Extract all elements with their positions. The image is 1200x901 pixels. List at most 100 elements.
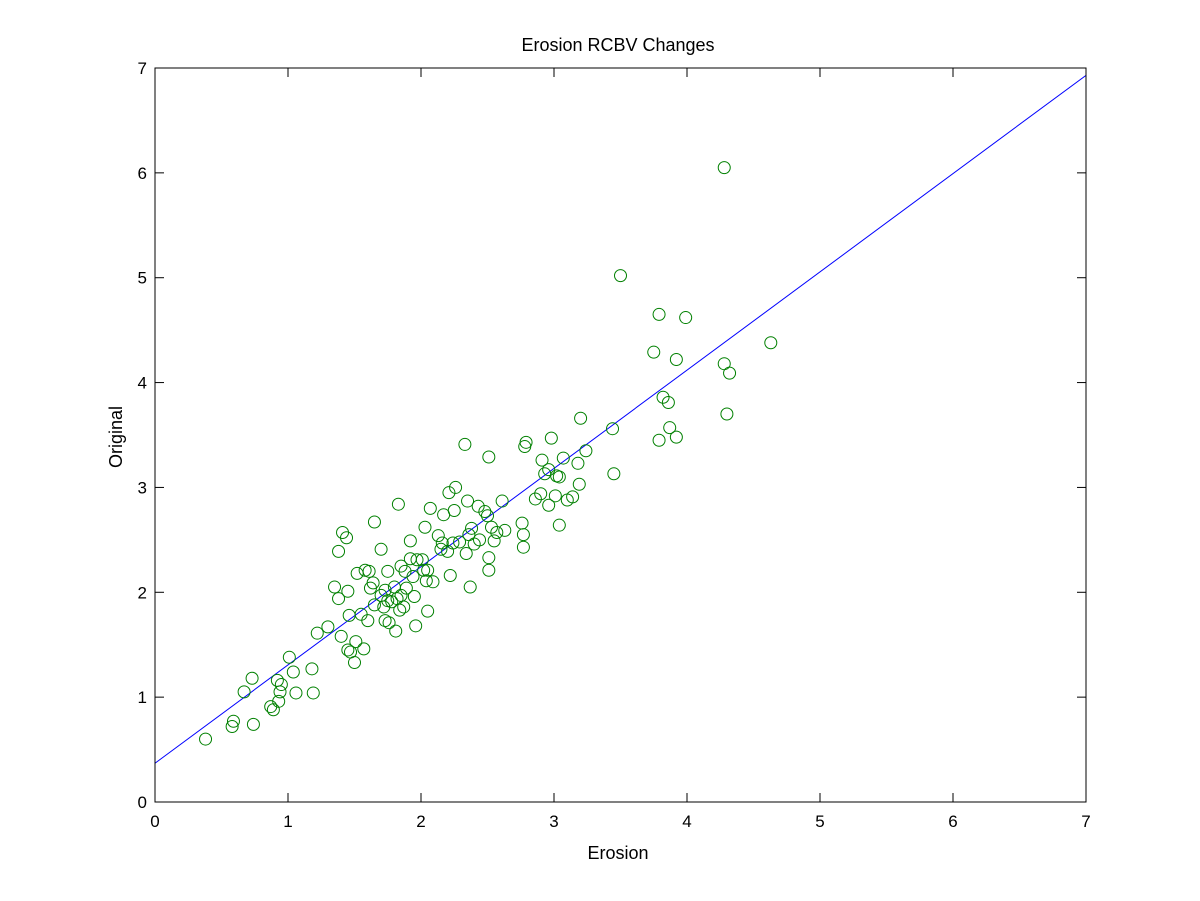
data-point bbox=[246, 717, 260, 731]
data-point bbox=[348, 656, 361, 670]
data-point bbox=[226, 714, 240, 728]
data-point bbox=[534, 487, 548, 501]
data-point bbox=[656, 390, 670, 404]
y-tick-label: 3 bbox=[138, 478, 147, 497]
data-point bbox=[447, 503, 461, 517]
data-point bbox=[332, 544, 346, 558]
data-point bbox=[647, 345, 661, 359]
data-point bbox=[519, 435, 533, 449]
chart-title: Erosion RCBV Changes bbox=[521, 35, 714, 55]
data-point bbox=[663, 421, 677, 435]
data-point bbox=[607, 467, 621, 481]
data-point bbox=[399, 581, 413, 595]
data-point bbox=[391, 497, 405, 511]
data-point bbox=[374, 542, 388, 556]
data-point bbox=[614, 269, 627, 283]
x-axis-title: Erosion bbox=[587, 843, 648, 863]
data-point bbox=[571, 456, 585, 470]
data-point bbox=[542, 498, 556, 512]
data-point bbox=[245, 671, 259, 685]
y-tick-label: 2 bbox=[138, 583, 147, 602]
y-tick-label: 1 bbox=[138, 688, 147, 707]
data-point bbox=[552, 518, 566, 532]
data-point bbox=[535, 453, 549, 467]
x-tick-label: 5 bbox=[815, 812, 824, 831]
data-point bbox=[378, 583, 392, 597]
y-tick-label: 5 bbox=[138, 269, 147, 288]
data-point bbox=[461, 494, 475, 508]
data-point bbox=[463, 580, 477, 594]
data-point bbox=[406, 570, 420, 584]
data-point bbox=[421, 604, 435, 618]
data-point bbox=[482, 563, 496, 577]
data-point bbox=[556, 451, 570, 465]
x-tick-label: 7 bbox=[1081, 812, 1090, 831]
data-point bbox=[442, 486, 456, 500]
data-point bbox=[409, 619, 423, 633]
fit-line bbox=[155, 74, 1086, 764]
data-point bbox=[434, 542, 448, 556]
data-point bbox=[407, 589, 421, 603]
axes bbox=[154, 67, 1087, 803]
data-point bbox=[566, 490, 580, 504]
data-points bbox=[199, 161, 778, 746]
data-point bbox=[542, 463, 556, 477]
y-tick-label: 7 bbox=[138, 59, 147, 78]
data-point bbox=[579, 444, 593, 458]
data-point bbox=[606, 422, 620, 436]
data-point bbox=[446, 536, 460, 550]
data-point bbox=[286, 665, 300, 679]
y-tick-label: 4 bbox=[138, 374, 147, 393]
data-point bbox=[306, 686, 320, 700]
data-point bbox=[487, 534, 501, 548]
y-axis-title: Original bbox=[106, 406, 126, 468]
data-point bbox=[328, 580, 342, 594]
data-point bbox=[305, 662, 319, 676]
data-point bbox=[421, 563, 435, 577]
data-point bbox=[334, 629, 348, 643]
axes-box bbox=[154, 67, 1087, 803]
data-point bbox=[652, 307, 666, 321]
data-point bbox=[403, 534, 417, 548]
x-tick-label: 4 bbox=[682, 812, 691, 831]
data-point bbox=[574, 411, 588, 425]
data-point bbox=[419, 574, 433, 588]
x-axis-ticks: 0 1 2 3 4 5 6 7 bbox=[150, 68, 1091, 831]
data-point bbox=[516, 540, 530, 554]
x-tick-label: 1 bbox=[283, 812, 292, 831]
x-tick-label: 0 bbox=[150, 812, 159, 831]
data-point bbox=[449, 480, 463, 494]
data-point bbox=[482, 551, 496, 565]
data-point bbox=[484, 520, 498, 534]
data-point bbox=[669, 430, 683, 444]
data-point bbox=[273, 685, 287, 699]
data-point bbox=[362, 564, 376, 578]
data-point bbox=[397, 600, 411, 614]
data-point bbox=[418, 520, 432, 534]
data-point bbox=[341, 643, 355, 657]
data-point bbox=[349, 635, 363, 649]
data-point bbox=[415, 553, 429, 567]
data-point bbox=[471, 499, 485, 513]
data-point bbox=[357, 642, 371, 656]
data-point bbox=[544, 431, 558, 445]
y-axis-ticks: 0 1 2 3 4 5 6 7 bbox=[138, 59, 1086, 812]
x-tick-label: 6 bbox=[948, 812, 957, 831]
data-point bbox=[723, 366, 737, 380]
data-point bbox=[717, 161, 731, 175]
data-point bbox=[332, 592, 346, 606]
data-point bbox=[272, 694, 286, 708]
data-point bbox=[282, 650, 296, 664]
data-point bbox=[225, 720, 239, 734]
data-point bbox=[389, 624, 403, 638]
data-point bbox=[431, 529, 445, 543]
data-point bbox=[764, 336, 778, 350]
data-point bbox=[516, 528, 530, 542]
data-point bbox=[490, 526, 504, 540]
data-point bbox=[321, 620, 335, 634]
data-point bbox=[720, 407, 734, 421]
data-point bbox=[199, 732, 213, 746]
data-point bbox=[478, 505, 492, 519]
data-point bbox=[361, 614, 375, 628]
y-tick-label: 0 bbox=[138, 793, 147, 812]
